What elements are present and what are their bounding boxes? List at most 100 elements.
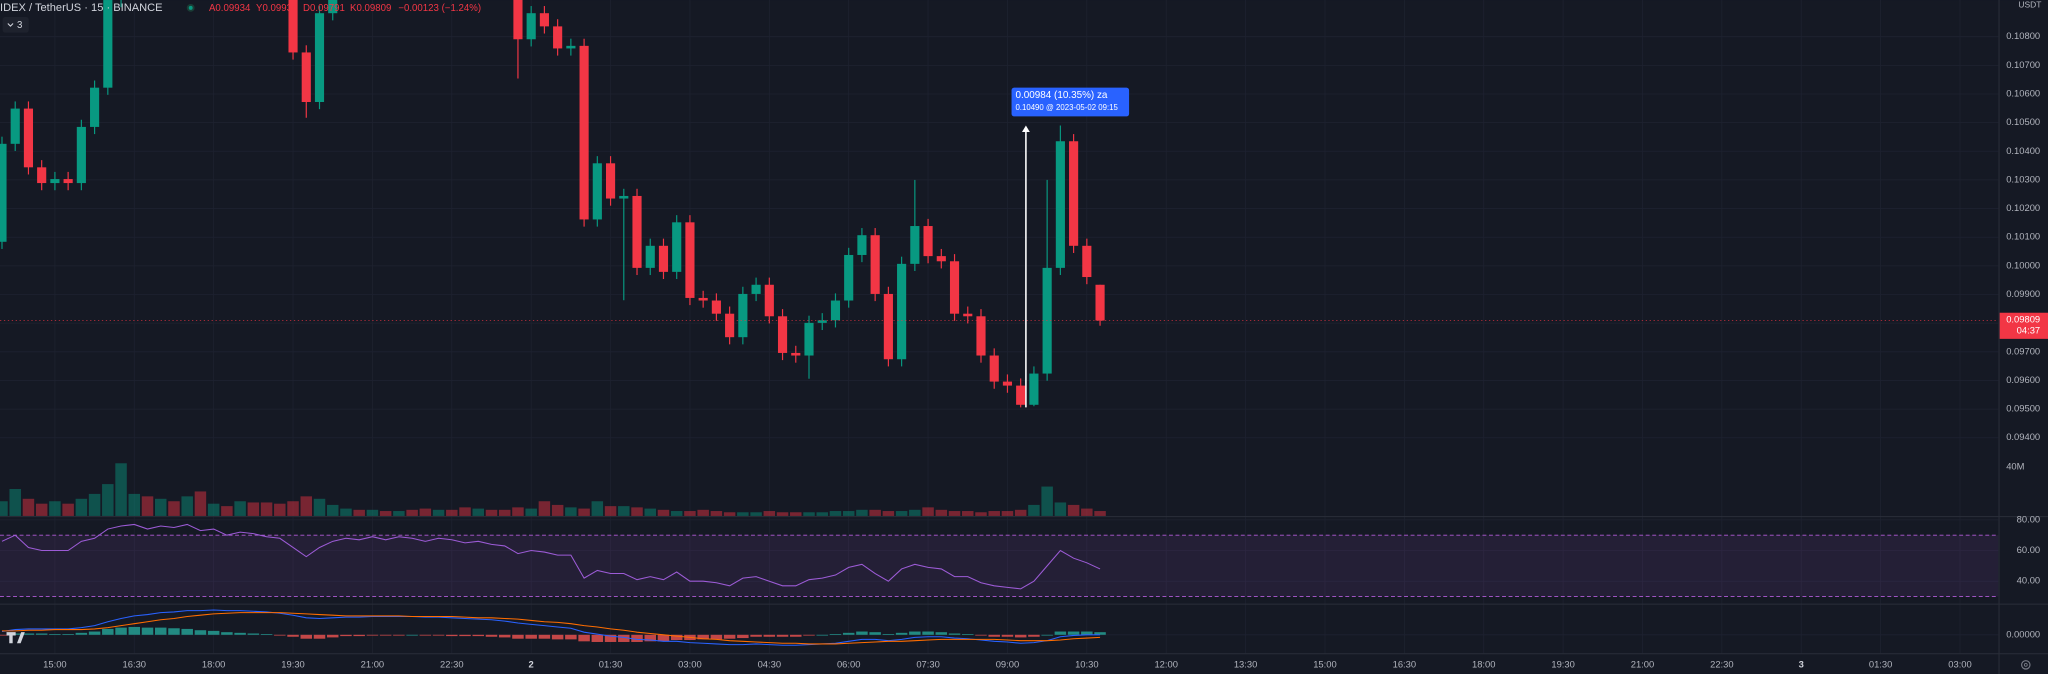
- macd-tick-label: 0.00000: [2006, 628, 2040, 639]
- x-tick-label: 06:00: [837, 658, 861, 669]
- rsi-tick-label: 80.00: [2017, 513, 2041, 524]
- indicator-count[interactable]: 3: [17, 20, 22, 31]
- macd-histogram-bar: [1041, 634, 1053, 636]
- volume-bar: [776, 512, 789, 516]
- currency-unit[interactable]: USDT: [2018, 0, 2041, 9]
- volume-bar: [909, 509, 921, 516]
- macd-histogram-bar: [498, 634, 511, 638]
- volume-bar: [485, 509, 498, 516]
- x-tick-label: 03:00: [1948, 658, 1972, 669]
- volume-bar: [62, 503, 74, 516]
- macd-histogram-bar: [88, 631, 101, 635]
- macd-histogram-bar: [591, 634, 604, 642]
- volume-bar: [194, 491, 207, 516]
- y-tick-label: 0.09900: [2006, 288, 2040, 299]
- x-tick-label: 21:00: [361, 658, 385, 669]
- x-tick-label: 19:30: [1551, 658, 1575, 669]
- y-tick-label: 0.10100: [2006, 231, 2040, 242]
- macd-histogram-bar: [842, 632, 855, 635]
- rsi-band: [0, 535, 1999, 597]
- volume-bar: [379, 511, 392, 516]
- candle-body: [685, 222, 695, 298]
- volume-bar: [565, 507, 577, 516]
- volume-bar: [670, 511, 683, 516]
- candle-body: [1095, 284, 1105, 321]
- volume-bar: [75, 498, 88, 516]
- gear-hub[interactable]: [2023, 662, 2028, 667]
- macd-histogram-bar: [181, 628, 193, 635]
- macd-histogram-bar: [790, 634, 802, 637]
- macd-histogram-bar: [710, 634, 723, 640]
- macd-histogram-bar: [459, 634, 471, 637]
- volume-bar: [366, 509, 379, 516]
- settings-icon[interactable]: [2021, 660, 2031, 670]
- volume-bar: [750, 512, 762, 516]
- candle-body: [632, 195, 642, 268]
- macd-histogram-bar: [578, 634, 590, 642]
- volume-bar: [260, 502, 273, 516]
- last-price-label: 0.09809: [2006, 313, 2040, 324]
- rsi-tick-label: 40.00: [2017, 575, 2041, 586]
- macd-histogram-bar: [102, 628, 114, 635]
- volume-bar: [604, 506, 617, 516]
- candle-body: [301, 52, 311, 103]
- indicator-toggle[interactable]: [2, 17, 29, 33]
- volume-bar: [869, 509, 881, 516]
- macd-pane: [0, 609, 1106, 646]
- macd-histogram-bar: [35, 633, 48, 635]
- x-tick-label: 09:00: [996, 658, 1020, 669]
- candle-body: [314, 13, 325, 103]
- candle-body: [1002, 381, 1013, 386]
- y-tick-label: 0.09500: [2006, 403, 2040, 414]
- volume-bar: [538, 501, 551, 516]
- ohlc-high: Y0.09934: [256, 3, 298, 14]
- x-tick-label: 21:00: [1631, 658, 1655, 669]
- volume-bar: [935, 509, 948, 516]
- gear-ring[interactable]: [2021, 660, 2031, 670]
- volume-bar: [644, 508, 656, 516]
- candle-body: [883, 293, 893, 360]
- macd-histogram-bar: [485, 634, 498, 637]
- volume-bar: [697, 509, 709, 516]
- volume-bar: [181, 496, 193, 516]
- candle-body: [738, 293, 748, 338]
- volume-bar: [221, 506, 233, 516]
- volume-bar: [962, 511, 974, 516]
- candle-body: [10, 108, 20, 144]
- candle-body: [619, 195, 629, 199]
- candle-body: [328, 0, 338, 14]
- x-tick-label: 2: [529, 658, 534, 669]
- candle-body: [1055, 141, 1065, 268]
- macd-histogram-bar: [525, 634, 537, 639]
- x-tick-label: 01:30: [1869, 658, 1893, 669]
- macd-histogram-bar: [935, 632, 948, 635]
- volume-bar: [472, 508, 485, 516]
- measure-arrowhead: [1021, 125, 1030, 133]
- volume-bar: [684, 511, 696, 516]
- volume-bar: [141, 496, 154, 516]
- candle-body: [526, 13, 536, 40]
- candle-body: [817, 320, 827, 323]
- macd-histogram-bar: [234, 632, 246, 635]
- macd-histogram-bar: [472, 634, 485, 637]
- candle-body: [949, 261, 960, 314]
- volume-bar: [406, 509, 418, 516]
- candle-body: [725, 313, 735, 338]
- volume-bar: [300, 496, 313, 516]
- volume-bar: [128, 493, 141, 516]
- volume-bar: [1081, 508, 1093, 516]
- volume-bar: [247, 502, 260, 516]
- x-tick-label: 15:00: [1313, 658, 1337, 669]
- volume-tick-label: 40M: [2006, 460, 2024, 471]
- macd-histogram-bar: [988, 634, 1000, 637]
- volume-bar: [856, 509, 868, 516]
- logo-mark: [6, 632, 25, 644]
- macd-histogram-bar: [856, 631, 868, 635]
- macd-histogram-bar: [1067, 631, 1080, 635]
- macd-histogram-bar: [221, 632, 233, 635]
- candle-body: [857, 235, 867, 255]
- candle-body: [553, 26, 563, 49]
- candle-body: [658, 245, 669, 272]
- macd-histogram-bar: [446, 634, 458, 637]
- x-tick-label: 3: [1799, 658, 1804, 669]
